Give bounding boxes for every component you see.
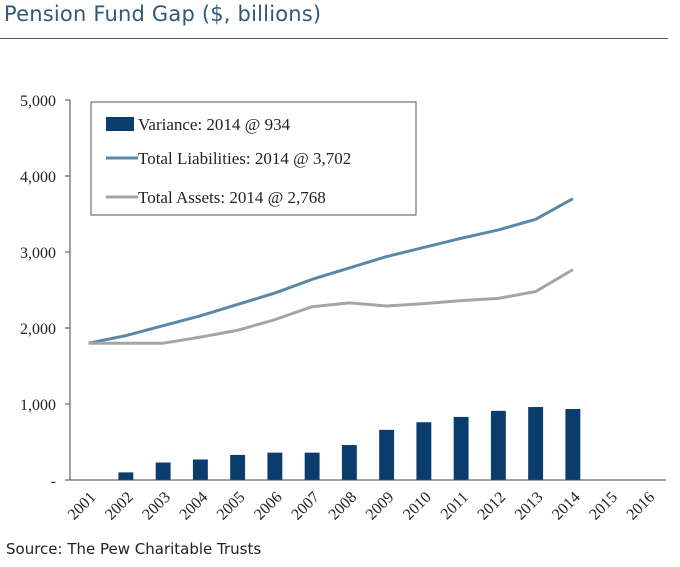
y-tick-label: 3,000 — [20, 245, 56, 262]
variance-bar — [118, 472, 134, 480]
variance-bar — [155, 462, 171, 480]
series-lines — [88, 197, 574, 345]
variance-bar — [490, 410, 506, 480]
x-tick-label: 2015 — [586, 489, 621, 524]
y-tick-label: 4,000 — [20, 169, 56, 186]
x-tick-label: 2011 — [438, 489, 472, 523]
x-tick-label: 2002 — [102, 489, 137, 524]
variance-bar — [304, 452, 320, 480]
x-tick-label: 2008 — [326, 489, 361, 524]
variance-bar — [565, 409, 581, 480]
variance-bars — [118, 407, 581, 480]
legend-variance-label: Variance: 2014 @ 934 — [138, 115, 291, 134]
variance-bar — [528, 407, 544, 480]
title-divider — [0, 38, 668, 39]
x-tick-label: 2010 — [400, 489, 435, 524]
y-tick-label: - — [51, 473, 56, 490]
x-tick-label: 2003 — [139, 489, 174, 524]
legend-liabilities-label: Total Liabilities: 2014 @ 3,702 — [138, 149, 351, 168]
assets-line — [88, 268, 574, 345]
variance-bar — [267, 452, 283, 480]
chart-title: Pension Fund Gap ($, billions) — [4, 2, 322, 26]
y-tick-label: 1,000 — [20, 397, 56, 414]
variance-bar — [230, 454, 246, 480]
x-tick-label: 2016 — [624, 489, 659, 524]
source-note: Source: The Pew Charitable Trusts — [6, 540, 262, 558]
variance-bar — [192, 459, 208, 480]
variance-bar — [379, 429, 395, 480]
x-tick-label: 2004 — [177, 489, 212, 524]
variance-bar — [416, 422, 432, 480]
legend: Variance: 2014 @ 934 Total Liabilities: 2… — [90, 101, 417, 216]
liabilities-line — [88, 197, 574, 345]
x-tick-label: 2014 — [549, 489, 584, 524]
y-tick-label: 5,000 — [20, 93, 56, 110]
legend-box — [90, 101, 417, 216]
variance-bar — [453, 416, 469, 480]
x-tick-label: 2012 — [475, 489, 510, 524]
x-tick-label: 2006 — [251, 489, 286, 524]
x-tick-label: 2013 — [512, 489, 547, 524]
x-tick-label: 2007 — [288, 489, 323, 524]
x-tick-label: 2001 — [65, 489, 100, 524]
legend-variance-swatch — [106, 117, 134, 131]
variance-bar — [341, 445, 357, 480]
x-tick-label: 2005 — [214, 489, 249, 524]
y-tick-label: 2,000 — [20, 321, 56, 338]
legend-assets-label: Total Assets: 2014 @ 2,768 — [138, 188, 326, 207]
x-tick-label: 2009 — [363, 489, 398, 524]
